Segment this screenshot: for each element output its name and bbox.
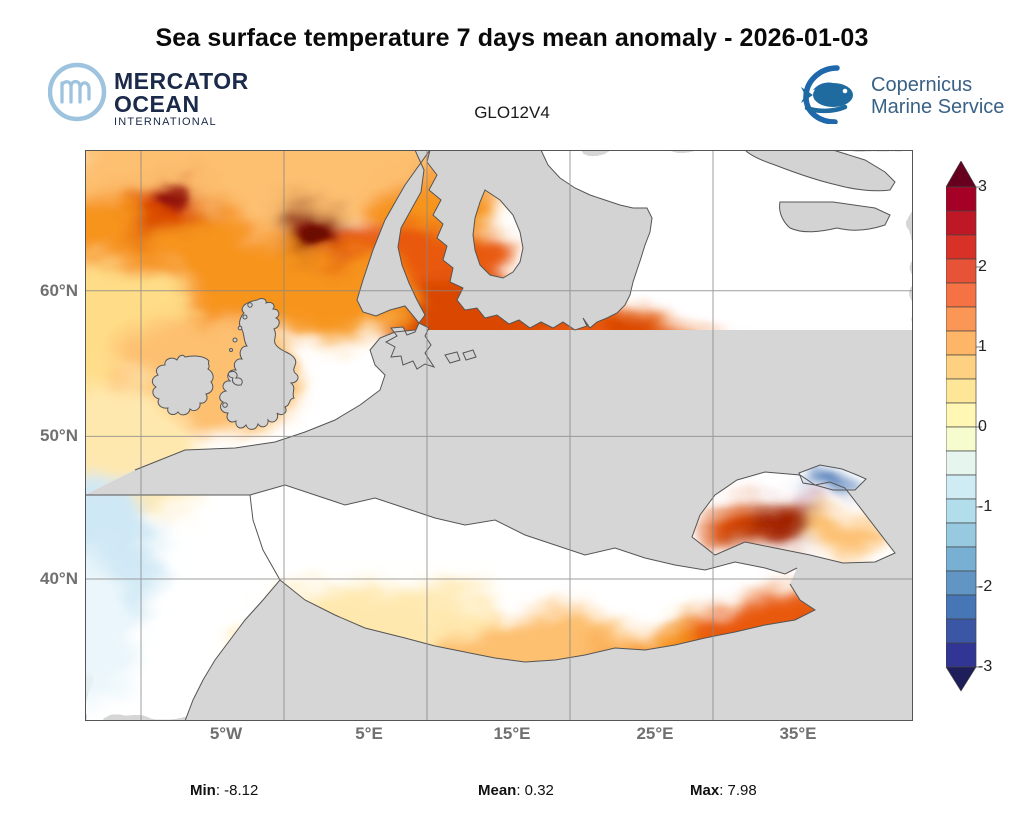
svg-text:OCEAN: OCEAN [114,91,200,117]
svg-text:Copernicus: Copernicus [871,74,972,96]
svg-text:INTERNATIONAL: INTERNATIONAL [114,116,217,128]
svg-text:Marine Service: Marine Service [871,96,1004,118]
